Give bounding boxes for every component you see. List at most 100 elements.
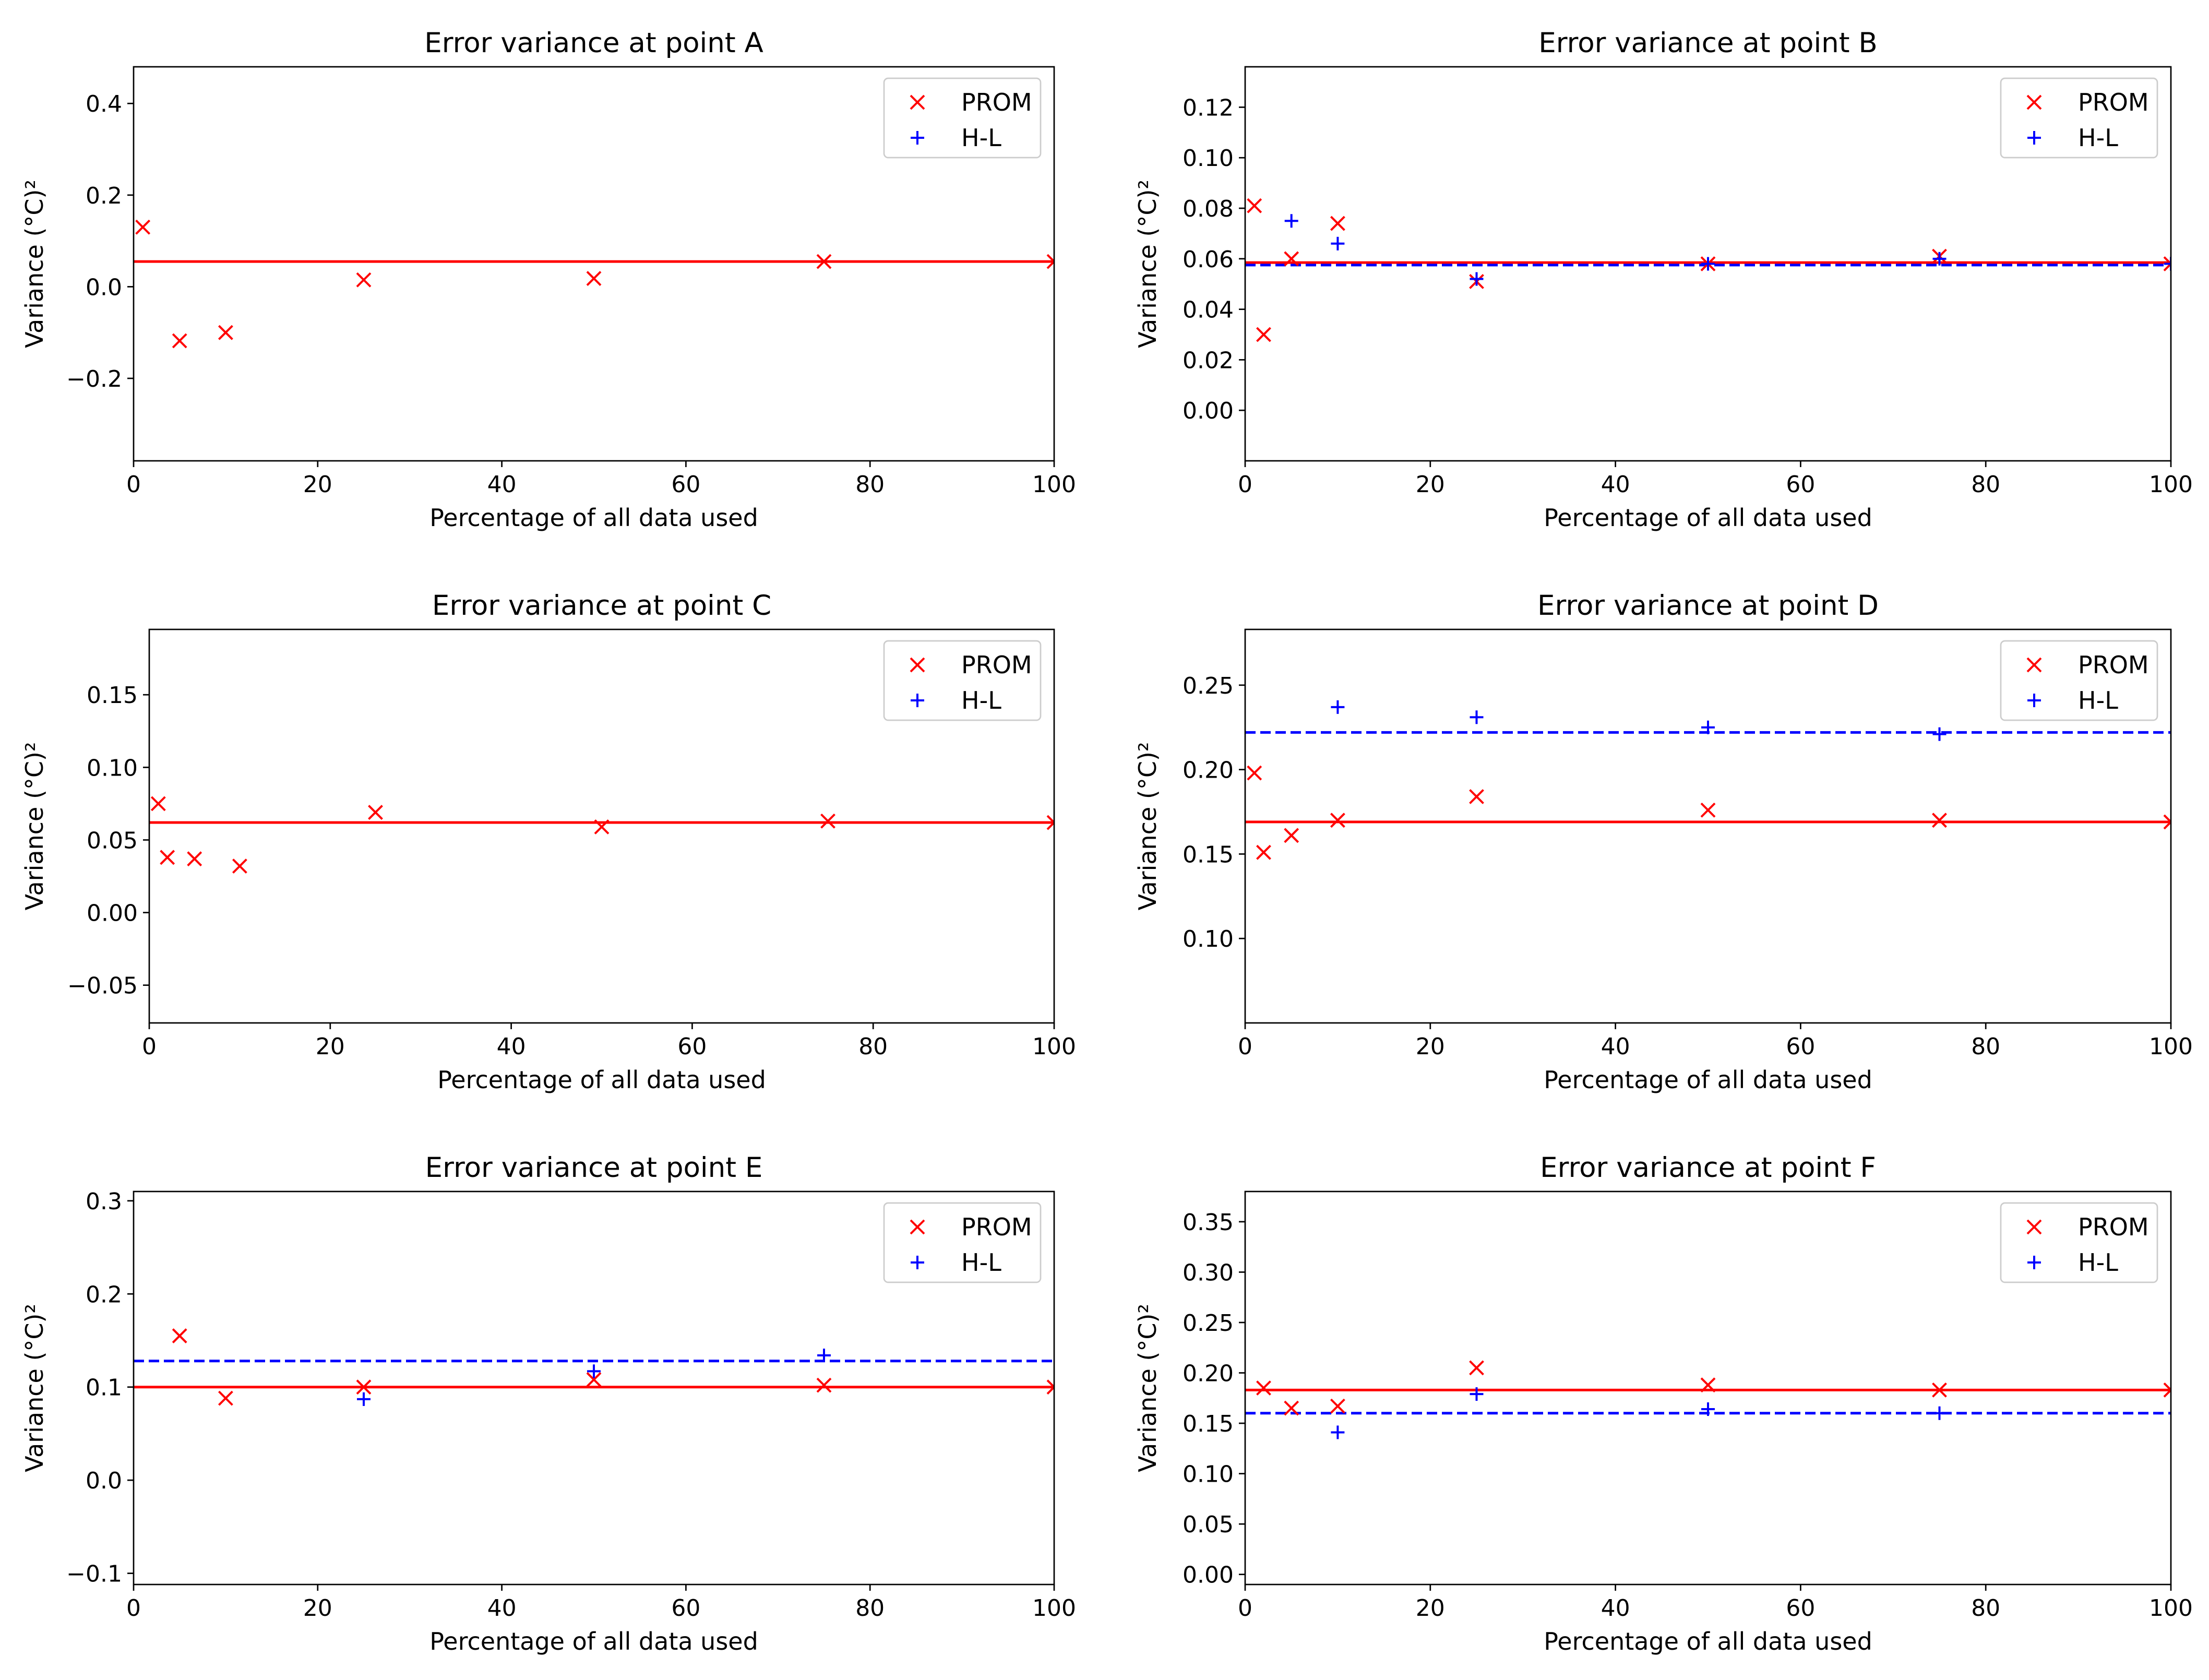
data-point-prom-stroke [2163,1388,2171,1398]
data-point-prom [1284,251,1299,267]
x-tick-label: 20 [1416,1033,1445,1060]
data-point-prom-stroke [1284,828,1299,843]
data-point-h-l [357,1392,371,1406]
legend-marker-prom [910,1219,925,1235]
y-tick-label: 0.04 [1183,297,1234,324]
y-tick-label: 0.20 [1183,1361,1234,1387]
legend-marker-prom-stroke [910,657,925,673]
data-point-prom-stroke [1700,1377,1716,1393]
data-point-prom [135,219,151,235]
x-tick-label: 60 [1786,471,1815,498]
data-point-prom-stroke [1046,1385,1054,1395]
data-point-prom [1932,813,1947,828]
series-h-l [357,1349,831,1406]
data-point-prom [816,254,832,269]
data-point-prom [1330,813,1345,828]
data-point-prom [218,325,233,340]
series-h-l [1284,214,2171,286]
data-point-h-l [2164,257,2171,271]
data-point-h-l [1331,1425,1345,1439]
data-point-prom-stroke [1256,844,1271,860]
x-tick-label: 80 [1971,471,2000,498]
data-point-h-l [1701,720,1715,734]
legend-marker-prom [2026,1219,2042,1235]
x-tick-label: 0 [126,471,141,498]
axes-frame [133,66,1055,462]
series-prom [135,219,1054,349]
data-point-prom-stroke [2163,1382,2171,1392]
x-tick-label: 100 [1032,1033,1076,1060]
y-tick-label: 0.25 [1183,673,1234,699]
y-tick-label: 0.00 [1183,1562,1234,1589]
x-tick-label: 0 [1238,1595,1252,1622]
axes-frame [148,628,1055,1024]
chart-title: Error variance at point C [432,590,771,622]
plot-area [1245,198,2171,342]
y-tick-label: 0.00 [87,900,138,927]
y-tick-label: 0.3 [86,1188,122,1215]
data-point-prom [1330,1398,1345,1414]
legend-label-prom: PROM [961,651,1032,679]
data-point-prom [1046,1379,1054,1395]
data-point-h-l [1284,214,1298,228]
x-tick-label: 100 [2149,471,2193,498]
data-point-prom [1932,1382,1947,1398]
data-point-prom [2163,814,2171,830]
data-point-prom [160,850,175,865]
data-point-h-l [1701,257,1715,271]
data-point-prom-stroke [187,851,202,867]
legend-label-h-l: H-L [2078,124,2118,152]
y-axis-label: Variance (°C)² [1133,1304,1162,1472]
x-tick-label: 40 [1601,471,1630,498]
y-tick-label: 0.12 [1183,94,1234,121]
chart-title: Error variance at point D [1537,590,1879,622]
data-point-prom [586,1372,602,1387]
legend: PROM H-L [883,640,1042,721]
data-point-prom-stroke [172,1328,187,1343]
y-axis-label: Variance (°C)² [1133,180,1162,348]
x-tick-label: 40 [1601,1595,1630,1622]
legend-label-h-l: H-L [961,124,1001,152]
y-tick-label: 0.15 [1183,1411,1234,1437]
data-point-prom-stroke [2163,820,2171,830]
y-tick-label: −0.05 [67,973,138,999]
y-tick-label: 0.10 [1183,926,1234,952]
x-tick-label: 80 [855,1595,885,1622]
data-point-prom [594,819,610,835]
y-tick-label: 0.2 [86,183,122,209]
chart-title: Error variance at point F [1540,1152,1876,1184]
legend: PROM H-L [883,77,1042,159]
legend-marker-h-l [911,694,924,707]
data-point-h-l [1470,710,1484,724]
x-tick-label: 40 [487,471,517,498]
legend-label-prom: PROM [2078,88,2149,116]
data-point-h-l [1331,700,1345,714]
y-tick-label: −0.1 [66,1561,122,1588]
data-point-prom-stroke [816,254,832,269]
x-tick-label: 60 [1786,1595,1815,1622]
data-point-prom-stroke [1330,216,1345,231]
data-point-prom-stroke [820,813,835,829]
data-point-prom [1469,1360,1484,1376]
data-point-prom-stroke [160,850,175,865]
plot-area [149,796,1054,874]
axes-frame [1244,66,2172,462]
data-point-prom-stroke [1469,789,1484,804]
y-tick-label: 0.20 [1183,757,1234,784]
data-point-prom-stroke [1932,1382,1947,1398]
x-tick-label: 60 [677,1033,707,1060]
panel-f: Error variance at point F 0 20 40 60 80 100 0.0… [1133,1152,2193,1655]
x-tick-label: 100 [1032,471,1076,498]
data-point-prom [1046,254,1054,269]
data-point-prom-stroke [1256,1380,1271,1396]
data-point-prom-stroke [1700,802,1716,818]
data-point-prom-stroke [1256,327,1271,342]
data-point-prom [1284,1400,1299,1416]
x-tick-label: 80 [1971,1595,2000,1622]
plot-area [1245,700,2171,860]
data-point-h-l [587,1364,601,1378]
data-point-prom [187,851,202,867]
legend-marker-prom [2026,94,2042,110]
data-point-prom-stroke [2163,814,2171,824]
